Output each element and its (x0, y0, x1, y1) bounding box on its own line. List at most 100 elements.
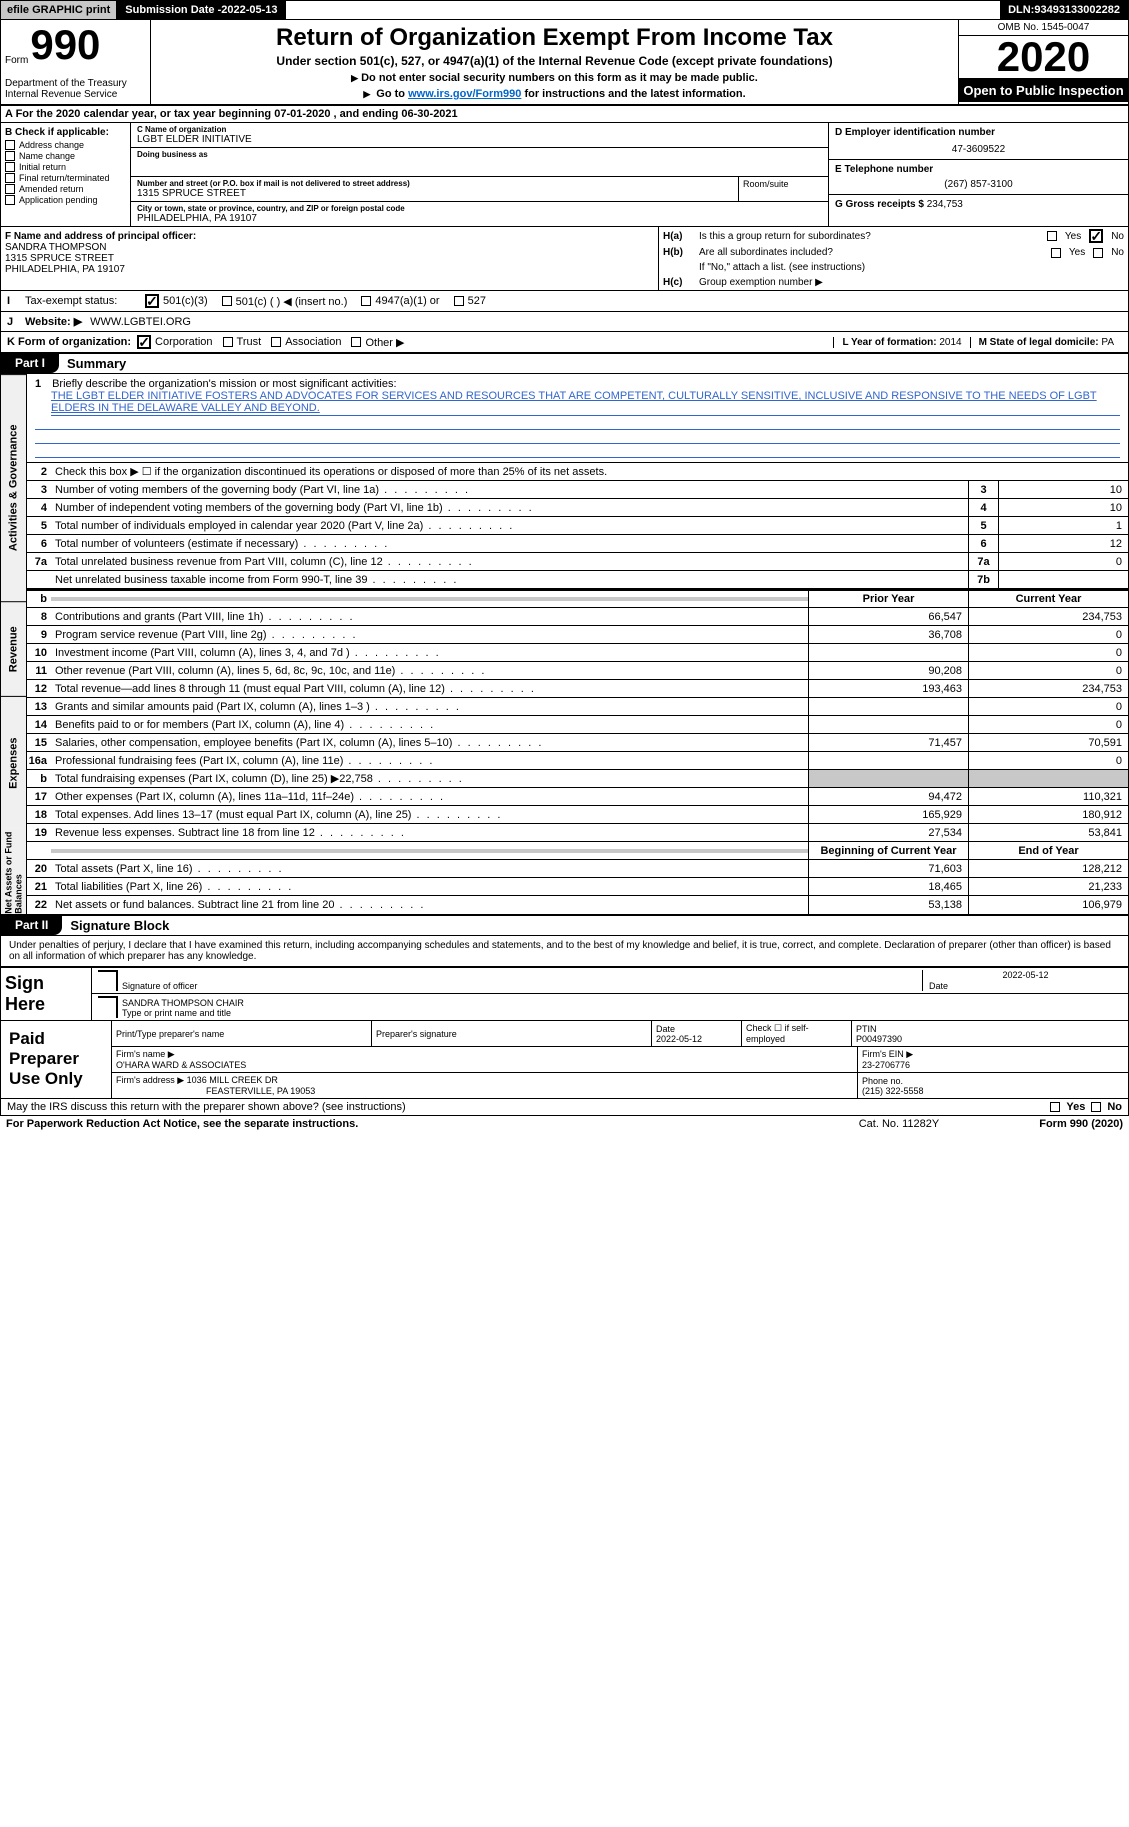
submission-date-value: 2022-05-13 (221, 4, 277, 16)
firm-name-cell: Firm's name ▶ O'HARA WARD & ASSOCIATES (112, 1047, 858, 1072)
dln-badge: DLN: 93493133002282 (1000, 1, 1128, 19)
room-suite-cell: Room/suite (738, 177, 828, 201)
current-year-value: 53,841 (968, 824, 1128, 841)
row-box-num: 4 (968, 499, 998, 516)
firm-ein-label: Firm's EIN ▶ (862, 1049, 1124, 1060)
preparer-name-cell: Print/Type preparer's name (112, 1021, 372, 1046)
officer-addr1: 1315 SPRUCE STREET (5, 253, 654, 264)
checkbox-checked-icon[interactable] (137, 335, 151, 349)
row-num: 22 (27, 899, 51, 911)
shaded-desc (51, 849, 808, 853)
row-desc: Total number of volunteers (estimate if … (51, 536, 968, 552)
row-desc: Total fundraising expenses (Part IX, col… (51, 770, 808, 787)
prior-year-value: 193,463 (808, 680, 968, 697)
checkbox-icon[interactable] (271, 337, 281, 347)
signature-declaration: Under penalties of perjury, I declare th… (0, 936, 1129, 967)
row-desc: Net unrelated business taxable income fr… (51, 572, 968, 588)
row-box-num: 7a (968, 553, 998, 570)
financial-row: bTotal fundraising expenses (Part IX, co… (27, 770, 1128, 788)
sign-here-content: Signature of officer 2022-05-12 Date SAN… (91, 968, 1128, 1020)
blank-line (35, 430, 1120, 444)
checkbox-icon (5, 162, 15, 172)
chk-label: Initial return (19, 162, 66, 172)
financial-row: 10Investment income (Part VIII, column (… (27, 644, 1128, 662)
row-num: 16a (27, 755, 51, 767)
room-suite-label: Room/suite (743, 179, 824, 189)
current-year-value: 0 (968, 698, 1128, 715)
chk-final-return[interactable]: Final return/terminated (5, 173, 126, 183)
street-value: 1315 SPRUCE STREET (137, 188, 732, 199)
prior-year-header: Prior Year (808, 591, 968, 607)
opt-other: Other ▶ (365, 336, 404, 349)
row-desc: Benefits paid to or for members (Part IX… (51, 717, 808, 733)
ein-value: 47-3609522 (835, 144, 1122, 155)
chk-label: Final return/terminated (19, 173, 110, 183)
chk-initial-return[interactable]: Initial return (5, 162, 126, 172)
checkbox-icon[interactable] (361, 296, 371, 306)
line-2-text: Check this box ▶ ☐ if the organization d… (51, 463, 1128, 480)
checkbox-icon[interactable] (351, 337, 361, 347)
mission-text: THE LGBT ELDER INITIATIVE FOSTERS AND AD… (51, 390, 1120, 416)
street-cell: Number and street (or P.O. box if mail i… (131, 177, 738, 201)
submission-date-badge: Submission Date - 2022-05-13 (117, 1, 285, 19)
firm-phone-label: Phone no. (862, 1076, 1124, 1086)
preparer-name-label: Print/Type preparer's name (116, 1029, 367, 1039)
firm-phone-cell: Phone no. (215) 322-5558 (858, 1073, 1128, 1098)
irs-link[interactable]: www.irs.gov/Form990 (408, 88, 521, 100)
part-1-title: Summary (59, 354, 134, 373)
preparer-row-2: Firm's name ▶ O'HARA WARD & ASSOCIATES F… (112, 1047, 1128, 1073)
checkbox-icon[interactable] (1050, 1102, 1060, 1112)
current-year-value: 110,321 (968, 788, 1128, 805)
financial-row: 14Benefits paid to or for members (Part … (27, 716, 1128, 734)
ha-yes-no: Yes No (1047, 229, 1124, 243)
opt-trust: Trust (237, 336, 262, 348)
preparer-row-1: Print/Type preparer's name Preparer's si… (112, 1021, 1128, 1047)
checkbox-icon[interactable] (1093, 248, 1103, 258)
preparer-sig-label: Preparer's signature (376, 1029, 647, 1039)
officer-name-row: SANDRA THOMPSON CHAIR Type or print name… (92, 994, 1128, 1020)
part-2-tab: Part II (1, 916, 62, 935)
form-title: Return of Organization Exempt From Incom… (157, 24, 952, 52)
chk-label: Application pending (19, 195, 98, 205)
department-label: Department of the Treasury Internal Reve… (5, 78, 146, 100)
chk-amended-return[interactable]: Amended return (5, 184, 126, 194)
checkbox-checked-icon[interactable] (1089, 229, 1103, 243)
checkbox-icon[interactable] (454, 296, 464, 306)
checkbox-icon[interactable] (222, 296, 232, 306)
checkbox-checked-icon[interactable] (145, 294, 159, 308)
row-value: 10 (998, 499, 1128, 516)
box-b-label: B Check if applicable: (5, 127, 126, 138)
checkbox-icon[interactable] (1091, 1102, 1101, 1112)
prior-year-value: 165,929 (808, 806, 968, 823)
row-desc: Total liabilities (Part X, line 26) (51, 879, 808, 895)
row-num: 9 (27, 629, 51, 641)
hc-text: Group exemption number ▶ (699, 277, 823, 288)
current-year-value (968, 770, 1128, 787)
checkbox-icon[interactable] (1047, 231, 1057, 241)
prior-year-value (808, 752, 968, 769)
chk-application-pending[interactable]: Application pending (5, 195, 126, 205)
checkbox-icon[interactable] (1051, 248, 1061, 258)
open-to-public-badge: Open to Public Inspection (959, 79, 1128, 102)
part-1-body: Activities & Governance Revenue Expenses… (0, 374, 1129, 916)
efile-print-button[interactable]: efile GRAPHIC print (1, 1, 117, 19)
prior-year-value: 71,457 (808, 734, 968, 751)
row-num: 3 (27, 484, 51, 496)
checkbox-icon (5, 184, 15, 194)
row-num: 18 (27, 809, 51, 821)
chk-name-change[interactable]: Name change (5, 151, 126, 161)
current-year-value: 234,753 (968, 608, 1128, 625)
financial-row: 12Total revenue—add lines 8 through 11 (… (27, 680, 1128, 698)
firm-name-label: Firm's name ▶ (116, 1049, 853, 1060)
row-num: 15 (27, 737, 51, 749)
end-year-value: 106,979 (968, 896, 1128, 914)
firm-ein-cell: Firm's EIN ▶ 23-2706776 (858, 1047, 1128, 1072)
chk-address-change[interactable]: Address change (5, 140, 126, 150)
gross-receipts-value: 234,753 (927, 199, 963, 210)
self-employed-cell[interactable]: Check ☐ if self-employed (742, 1021, 852, 1046)
checkbox-icon[interactable] (223, 337, 233, 347)
ptin-label: PTIN (856, 1024, 1124, 1034)
signature-row: Signature of officer 2022-05-12 Date (92, 968, 1128, 994)
hc-label: H(c) (663, 277, 699, 288)
opt-4947: 4947(a)(1) or (375, 295, 439, 307)
